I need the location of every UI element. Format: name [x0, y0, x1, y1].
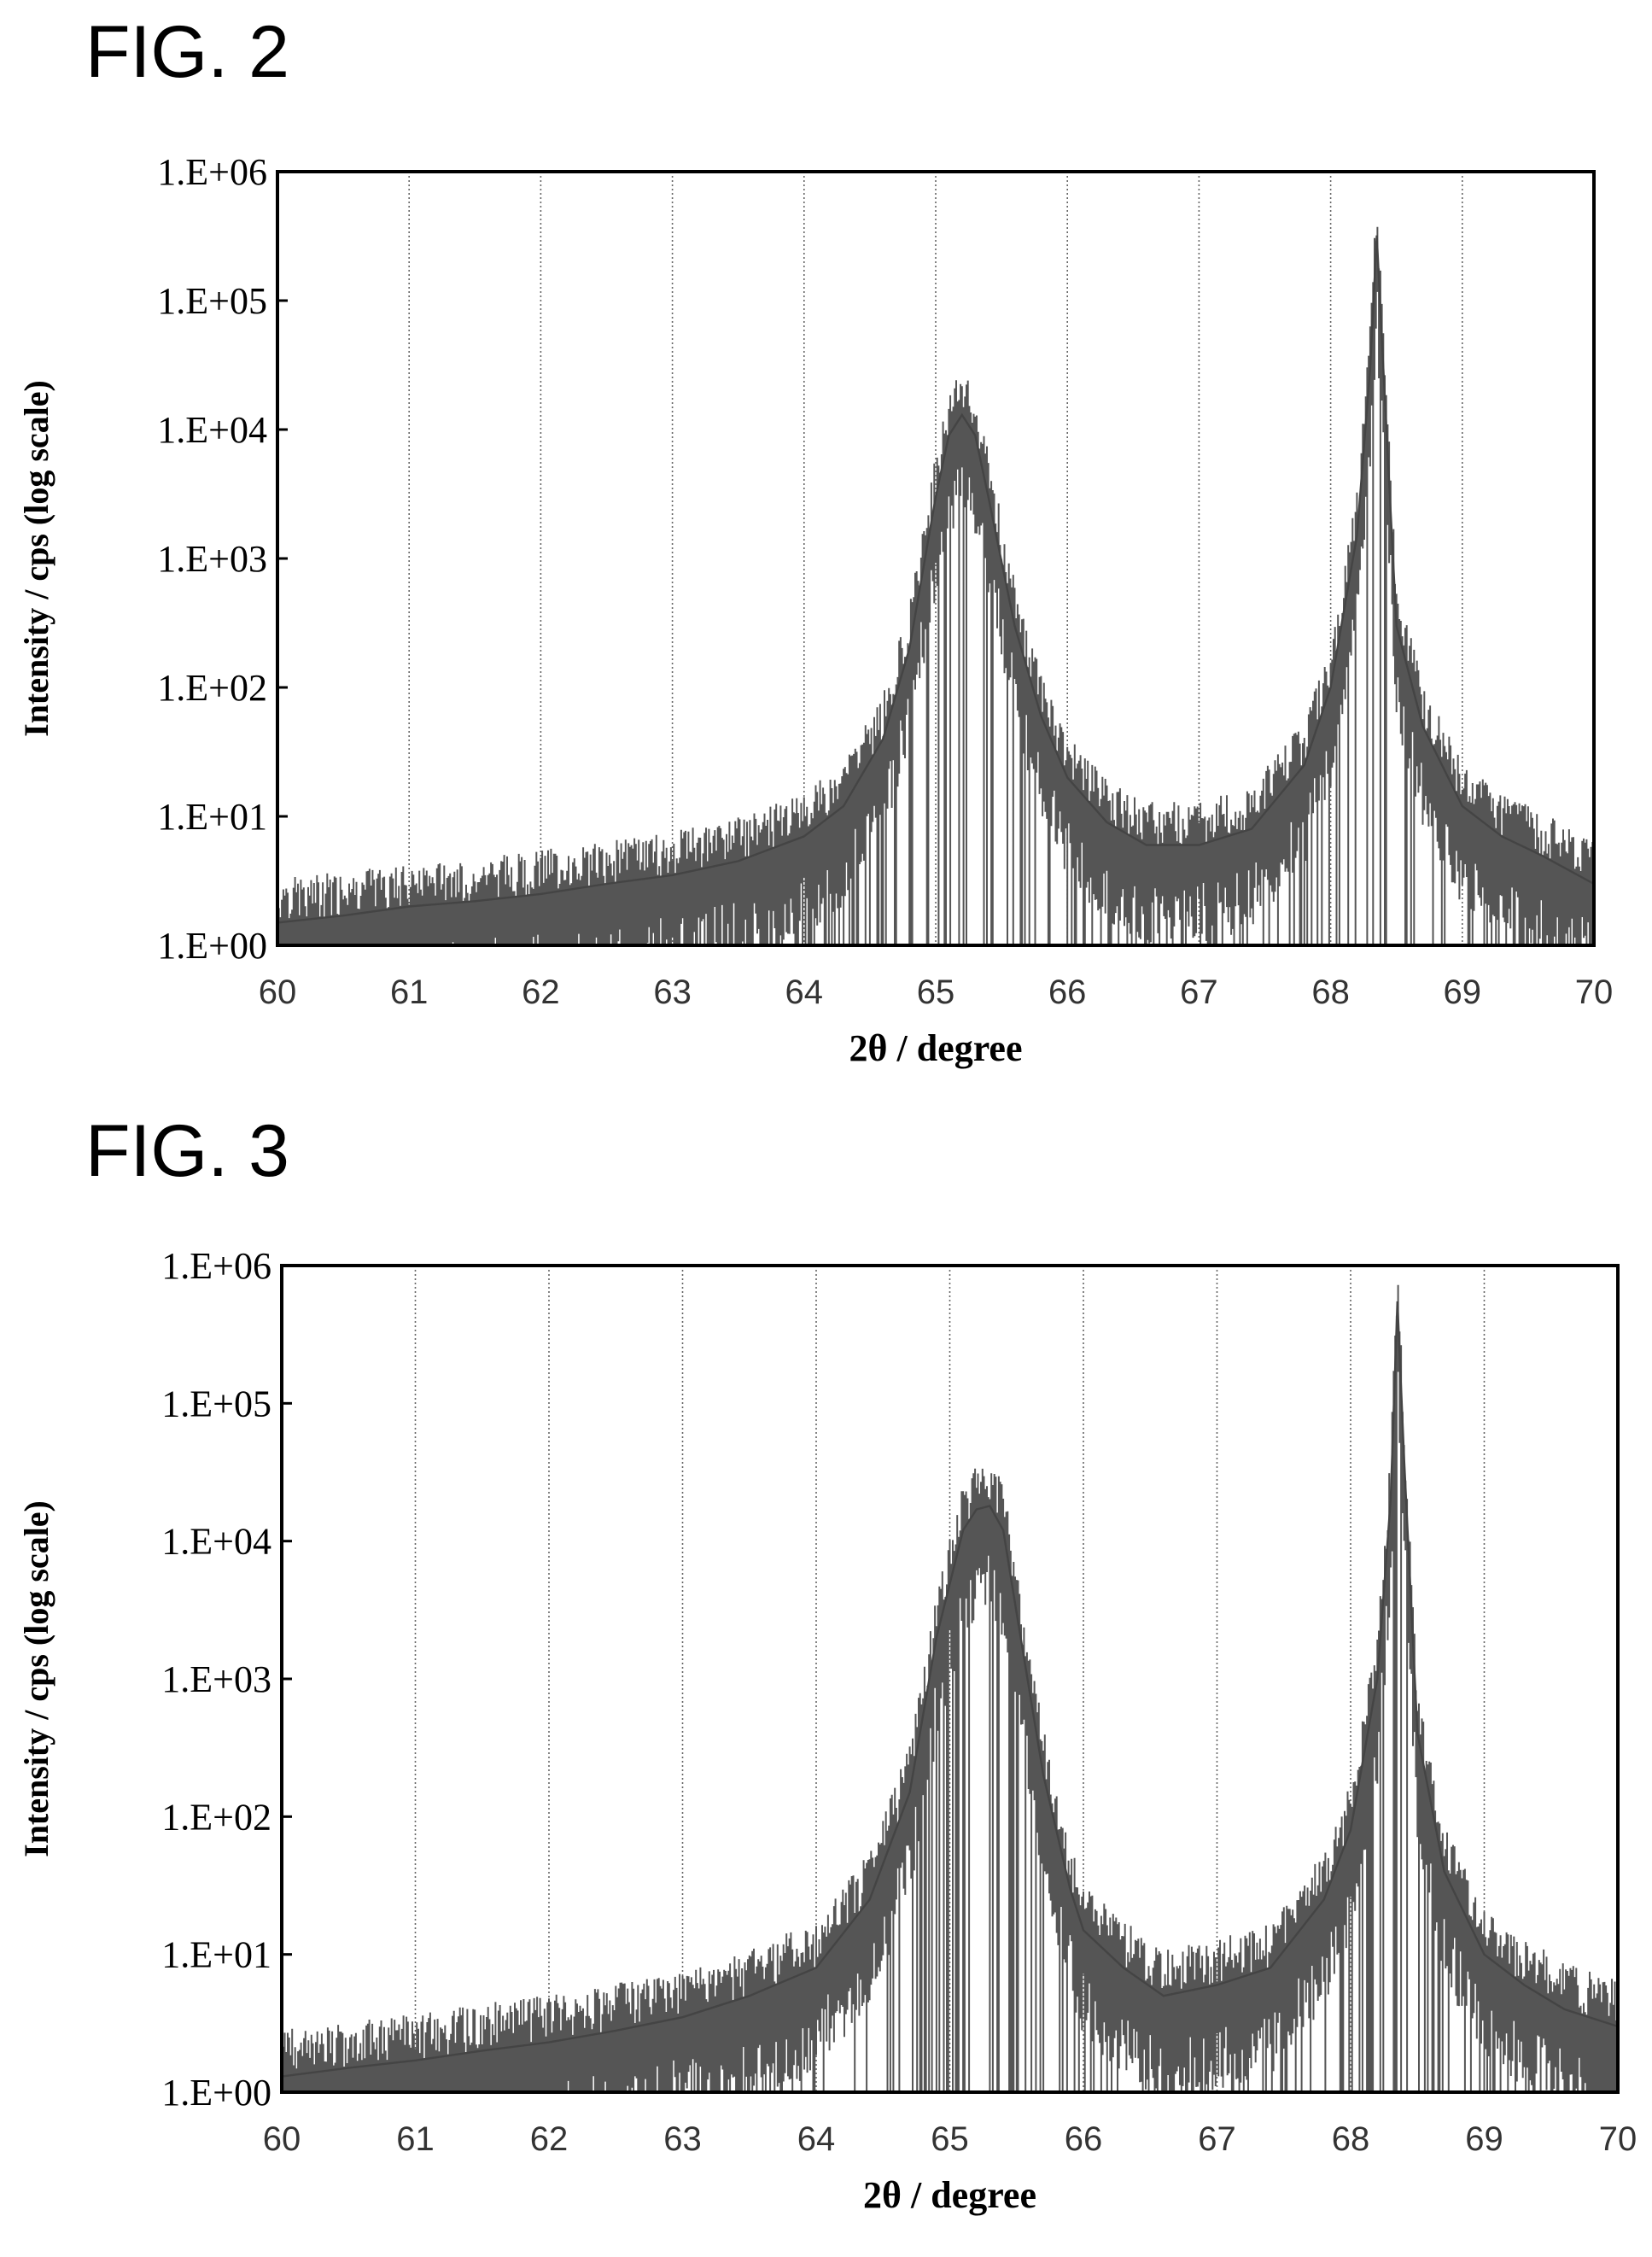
y-tick-label: 1.E+04: [161, 1521, 271, 1563]
y-tick-label: 1.E+06: [157, 151, 267, 193]
y-tick-label: 1.E+03: [157, 538, 267, 580]
x-tick-label: 60: [263, 2120, 301, 2158]
y-axis-label: Intensity / cps (log scale): [17, 1500, 55, 1857]
figure-3-chart: 1.E+00 1.E+01 1.E+02 1.E+03 1.E+04 1.E+05 1.E+…: [17, 1245, 1637, 2216]
figure-2-label: FIG. 2: [85, 11, 289, 93]
x-tick-label: 61: [396, 2120, 435, 2158]
x-tick-label: 67: [1198, 2120, 1236, 2158]
y-tick-label: 1.E+03: [161, 1658, 271, 1700]
x-tick-label: 60: [259, 974, 297, 1011]
y-tick-label: 1.E+00: [161, 2072, 271, 2114]
y-tick-label: 1.E+00: [157, 925, 267, 967]
x-tick-label: 64: [797, 2120, 836, 2158]
y-tick-label: 1.E+05: [157, 280, 267, 322]
x-tick-label: 66: [1065, 2120, 1103, 2158]
x-axis-label: 2θ / degree: [849, 1027, 1023, 1069]
y-axis-label: Intensity / cps (log scale): [17, 380, 55, 737]
y-tick-label: 1.E+01: [161, 1934, 271, 1976]
x-tick-label: 63: [663, 2120, 702, 2158]
x-tick-label: 63: [653, 974, 692, 1011]
x-tick-label: 70: [1575, 974, 1614, 1011]
y-tick-label: 1.E+02: [161, 1796, 271, 1838]
x-tick-label: 62: [522, 974, 560, 1011]
series-line: [277, 235, 1595, 924]
y-tick-label: 1.E+02: [157, 667, 267, 709]
series-line: [281, 1301, 1619, 2078]
x-tick-label: 68: [1311, 974, 1350, 1011]
x-tick-label: 65: [931, 2120, 969, 2158]
x-tick-label: 68: [1332, 2120, 1370, 2158]
x-tick-label: 61: [390, 974, 429, 1011]
x-tick-label: 64: [785, 974, 824, 1011]
x-tick-label: 66: [1048, 974, 1087, 1011]
figure-3-label: FIG. 3: [85, 1110, 289, 1192]
x-tick-label: 62: [530, 2120, 569, 2158]
x-tick-label: 67: [1180, 974, 1218, 1011]
x-tick-label: 65: [917, 974, 955, 1011]
x-tick-label: 69: [1465, 2120, 1503, 2158]
x-tick-label: 70: [1599, 2120, 1637, 2158]
y-tick-label: 1.E+06: [161, 1245, 271, 1287]
x-axis-label: 2θ / degree: [863, 2174, 1036, 2216]
x-tick-label: 69: [1444, 974, 1482, 1011]
y-tick-label: 1.E+04: [157, 409, 267, 451]
y-tick-label: 1.E+01: [157, 796, 267, 838]
y-tick-label: 1.E+05: [161, 1383, 271, 1424]
figure-2-chart: 1.E+00 1.E+01 1.E+02 1.E+03 1.E+04 1.E+05 1.E+…: [17, 151, 1614, 1069]
